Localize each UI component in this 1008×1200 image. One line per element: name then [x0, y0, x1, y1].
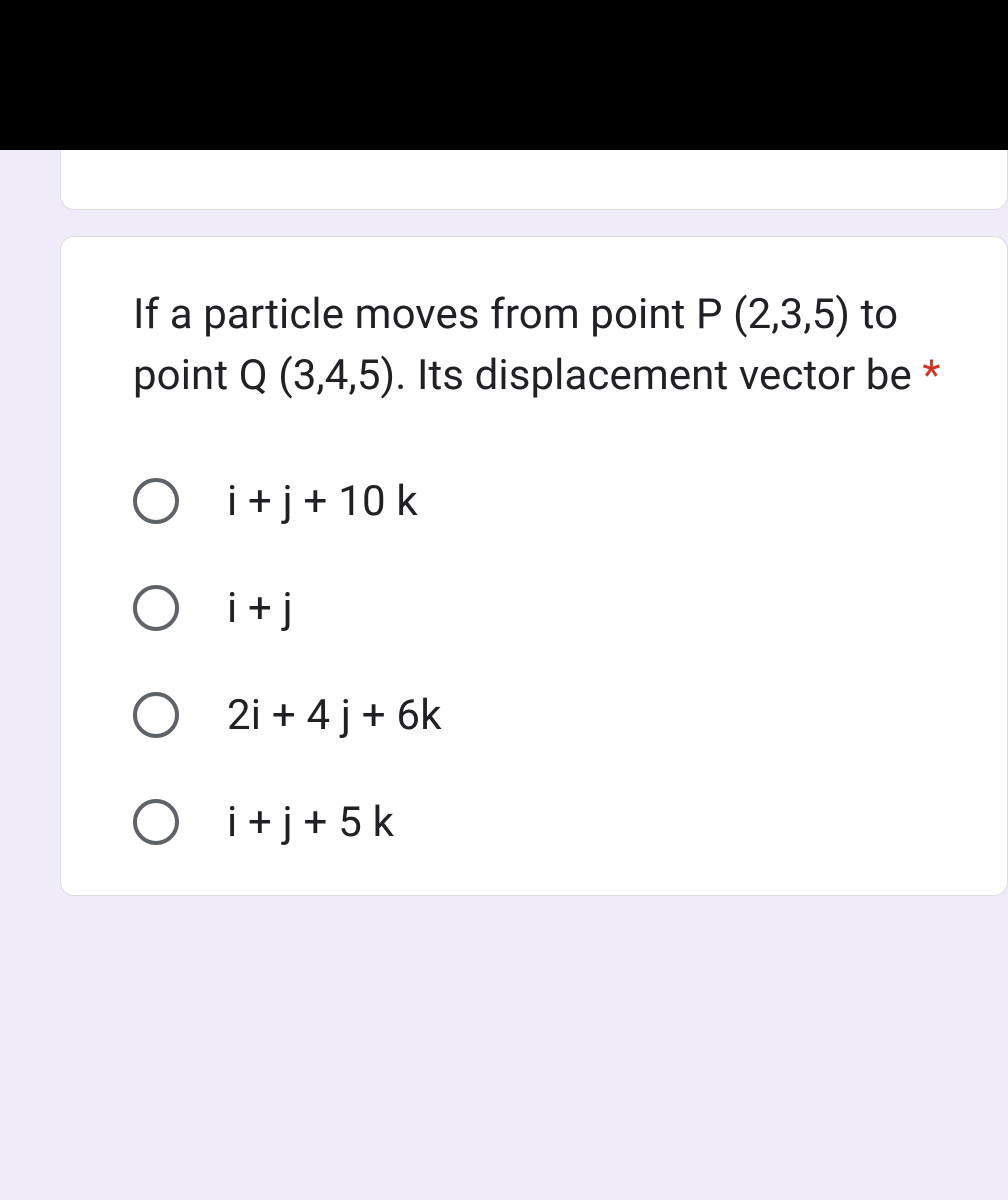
option-3[interactable]: 2i + 4 j + 6k: [133, 691, 1007, 740]
option-label: 2i + 4 j + 6k: [227, 691, 442, 740]
top-black-bar: [0, 0, 1008, 150]
radio-icon: [133, 478, 179, 524]
question-card: If a particle moves from point P (2,3,5)…: [60, 236, 1008, 896]
option-2[interactable]: i + j: [133, 584, 1007, 633]
option-label: i + j: [227, 584, 293, 633]
radio-icon: [133, 585, 179, 631]
options-group: i + j + 10 k i + j 2i + 4 j + 6k i + j +…: [133, 477, 1007, 847]
radio-icon: [133, 799, 179, 845]
radio-icon: [133, 692, 179, 738]
option-1[interactable]: i + j + 10 k: [133, 477, 1007, 526]
previous-card-bottom: [60, 150, 1008, 210]
option-label: i + j + 5 k: [227, 798, 394, 847]
question-text: If a particle moves from point P (2,3,5)…: [133, 285, 1007, 407]
option-4[interactable]: i + j + 5 k: [133, 798, 1007, 847]
question-body: If a particle moves from point P (2,3,5)…: [133, 290, 922, 400]
option-label: i + j + 10 k: [227, 477, 418, 526]
required-asterisk: *: [922, 351, 940, 400]
